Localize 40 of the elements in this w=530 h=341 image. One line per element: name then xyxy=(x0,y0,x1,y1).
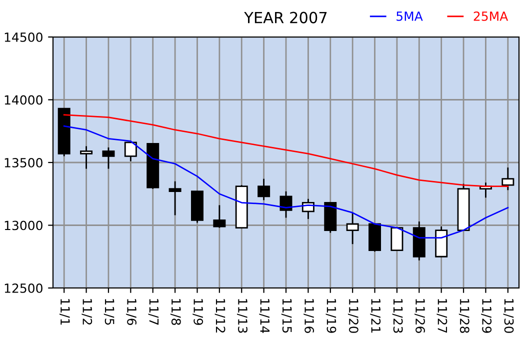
x-tick-label: 11/26 xyxy=(414,299,425,333)
x-tick-label: 11/20 xyxy=(348,299,358,333)
x-tick-label: 11/12 xyxy=(214,299,226,332)
candlestick xyxy=(168,180,182,216)
legend-label: 5MA xyxy=(396,12,423,21)
candlestick xyxy=(124,140,137,162)
x-tick-label: 11/13 xyxy=(237,299,248,333)
candlestick xyxy=(280,190,292,218)
candlestick xyxy=(258,178,270,201)
x-tick-label: 11/23 xyxy=(392,299,403,333)
candlestick xyxy=(213,204,226,228)
x-tick-label: 11/7 xyxy=(148,299,159,325)
x-tick-label: 11/21 xyxy=(370,299,381,333)
x-tick-label: 11/2 xyxy=(82,299,92,325)
candlestick xyxy=(102,146,115,170)
x-tick-label: 11/30 xyxy=(503,299,514,333)
x-tick-label: 11/6 xyxy=(126,299,136,326)
x-tick-label: 11/8 xyxy=(170,299,181,325)
x-tick-label: 11/15 xyxy=(281,299,292,333)
candlestick xyxy=(346,212,359,245)
y-tick-label: 14000 xyxy=(4,95,42,105)
y-tick-label: 12500 xyxy=(4,283,42,293)
x-tick-label: 11/29 xyxy=(481,299,492,333)
y-tick-label: 13000 xyxy=(4,220,42,230)
y-tick-label: 13500 xyxy=(4,158,42,168)
x-tick-label: 11/28 xyxy=(458,299,470,333)
x-tick-label: 11/1 xyxy=(59,299,70,325)
candlestick xyxy=(390,227,404,252)
x-tick-label: 11/19 xyxy=(326,299,336,333)
x-tick-label: 11/5 xyxy=(104,299,114,325)
candlestick xyxy=(80,145,93,170)
x-tick-label: 11/9 xyxy=(192,299,204,325)
legend-label: 25MA xyxy=(474,11,508,21)
x-tick-label: 11/16 xyxy=(304,299,314,333)
y-tick-label: 14500 xyxy=(4,32,42,42)
line-series xyxy=(63,125,509,238)
x-tick-label: 11/27 xyxy=(436,299,448,333)
chart-title: YEAR 2007 xyxy=(244,12,327,24)
x-tick-label: 11/14 xyxy=(259,299,270,334)
candlestick xyxy=(502,166,514,191)
